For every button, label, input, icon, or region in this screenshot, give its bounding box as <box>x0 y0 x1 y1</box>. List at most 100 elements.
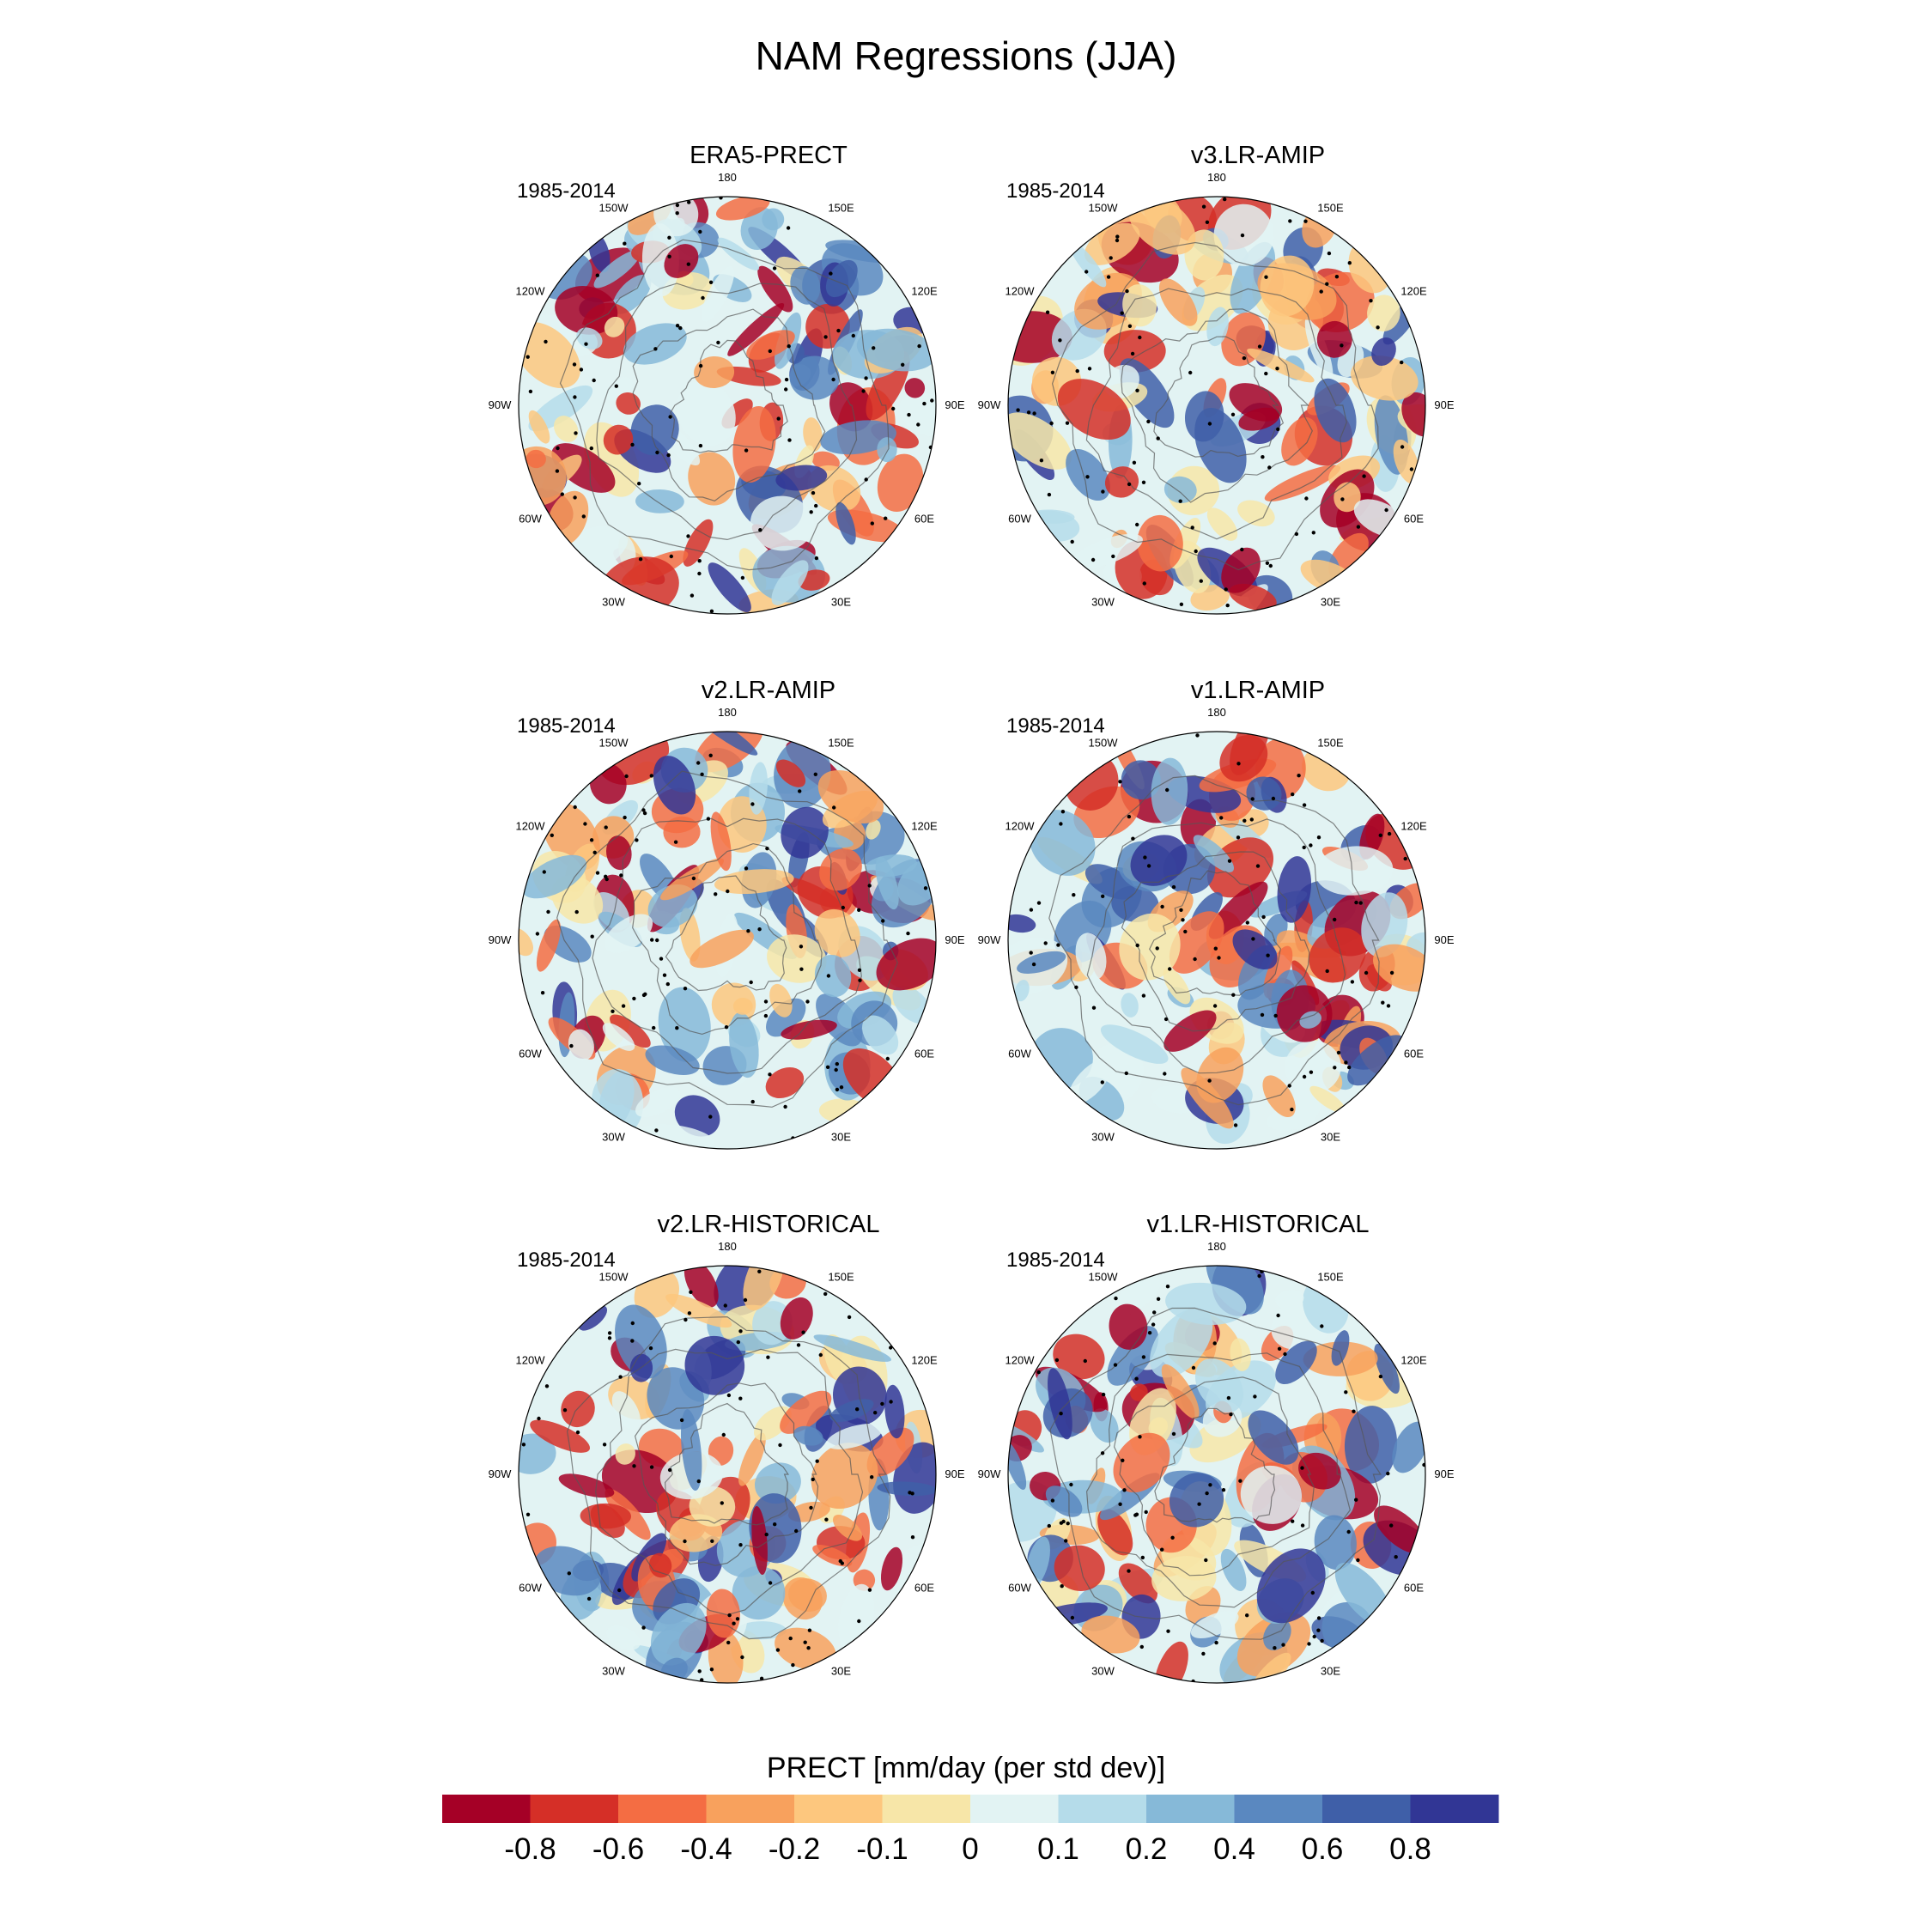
significance-dot <box>1084 270 1089 274</box>
significance-dot <box>1264 371 1268 376</box>
significance-dot <box>881 919 885 923</box>
significance-dot <box>727 1613 732 1618</box>
longitude-label: 150W <box>1089 202 1119 215</box>
coastline <box>632 308 826 501</box>
significance-dot <box>1281 1643 1285 1647</box>
colorbar-swatch <box>1058 1795 1147 1823</box>
significance-dot <box>818 1352 823 1358</box>
significance-dot <box>784 377 789 382</box>
colorbar-label: -0.2 <box>769 1832 820 1866</box>
significance-dot <box>678 325 683 331</box>
significance-dot <box>1138 335 1142 340</box>
significance-dot <box>757 1269 762 1273</box>
significance-dot <box>1265 561 1270 565</box>
significance-dot <box>791 1662 795 1668</box>
significance-dot <box>1124 1071 1128 1076</box>
coastline <box>1049 1307 1382 1640</box>
significance-dot <box>910 1492 914 1496</box>
longitude-label: 150W <box>1089 737 1119 750</box>
significance-dot <box>686 534 690 538</box>
significance-dot <box>1325 282 1329 286</box>
significance-dot <box>1350 980 1355 984</box>
colorbar-label: 0.4 <box>1213 1832 1255 1866</box>
significance-dot <box>857 1619 861 1624</box>
significance-dot <box>787 438 792 442</box>
significance-dot <box>1141 1355 1146 1359</box>
significance-dot <box>574 909 579 914</box>
significance-dot <box>867 884 872 888</box>
significance-dot <box>708 753 713 757</box>
significance-dot <box>1065 421 1070 425</box>
significance-dot <box>623 241 627 246</box>
significance-dot <box>809 510 813 514</box>
longitude-label: 60E <box>1404 1048 1424 1060</box>
significance-dot <box>706 817 711 821</box>
significance-dot <box>1070 539 1074 544</box>
significance-dot <box>831 377 835 382</box>
significance-dot <box>1195 733 1200 738</box>
significance-dot <box>1362 474 1366 478</box>
map-panel: 180150E120E90E60E30E030W60W90W120W150Wv3… <box>957 142 1558 623</box>
significance-dot <box>544 1384 550 1388</box>
longitude-label: 150E <box>1317 737 1344 750</box>
significance-dot <box>1325 969 1329 974</box>
significance-dot <box>589 446 593 451</box>
significance-dot <box>1340 497 1345 501</box>
longitude-label: 60W <box>1008 1048 1031 1060</box>
significance-dot <box>1245 1613 1249 1618</box>
significance-dot <box>836 328 841 333</box>
significance-dot <box>744 866 749 871</box>
significance-dot <box>592 850 597 854</box>
longitude-label: 90W <box>978 933 1001 946</box>
significance-dot <box>823 335 828 339</box>
significance-dot <box>1333 1066 1337 1070</box>
significance-dot <box>714 892 718 896</box>
significance-dot <box>1303 219 1308 223</box>
significance-dot <box>604 874 608 878</box>
significance-dot <box>861 389 866 393</box>
polar-map: 180150E120E90E60E30E030W60W90W120W150W <box>489 171 965 615</box>
longitude-label: 30E <box>831 1665 851 1678</box>
significance-dot <box>1207 422 1212 426</box>
longitude-label: 90E <box>945 933 964 946</box>
significance-dot <box>689 1290 693 1294</box>
significance-dot <box>1163 1072 1167 1076</box>
significance-dot <box>589 838 594 842</box>
significance-dot <box>1156 1297 1161 1301</box>
significance-dot <box>867 1588 872 1592</box>
longitude-label: 120E <box>911 1354 938 1367</box>
significance-dot <box>1364 970 1369 975</box>
significance-dot <box>738 1543 743 1547</box>
significance-dot <box>655 938 659 943</box>
longitude-label: 150E <box>1317 202 1344 215</box>
coastline <box>634 1382 819 1566</box>
significance-dot <box>1193 957 1197 962</box>
significance-dot <box>1276 1313 1280 1318</box>
significance-dot <box>811 490 816 495</box>
significance-dot <box>746 929 750 933</box>
significance-dot <box>698 363 703 368</box>
longitude-label: 60E <box>1404 1582 1424 1595</box>
significance-dot <box>1294 532 1299 537</box>
significance-dot <box>1151 1322 1156 1327</box>
significance-dot <box>667 235 671 240</box>
polar-map: 180150E120E90E60E30E030W60W90W120W150W <box>978 171 1455 615</box>
significance-dot <box>1250 797 1255 801</box>
significance-dot <box>635 838 639 842</box>
polar-map: 180150E120E90E60E30E030W60W90W120W150W <box>489 1240 965 1684</box>
significance-dot <box>643 992 647 996</box>
longitude-label: 150W <box>599 1271 629 1284</box>
significance-dot <box>824 1517 829 1522</box>
significance-dot <box>1309 1070 1314 1074</box>
significance-dot <box>1069 1482 1073 1487</box>
polar-map: 180150E120E90E60E30E030W60W90W120W150W <box>978 1240 1455 1684</box>
longitude-label: 90E <box>1434 933 1454 946</box>
significance-dot <box>1146 864 1151 868</box>
longitude-label: 150E <box>828 737 854 750</box>
significance-dot <box>1131 836 1135 841</box>
significance-dot <box>1224 587 1228 592</box>
map-panel: 180150E120E90E60E30E030W60W90W120W150Wv2… <box>468 677 1069 1157</box>
significance-dot <box>630 1321 635 1326</box>
significance-dot <box>757 927 762 932</box>
significance-dot <box>1287 1084 1291 1088</box>
